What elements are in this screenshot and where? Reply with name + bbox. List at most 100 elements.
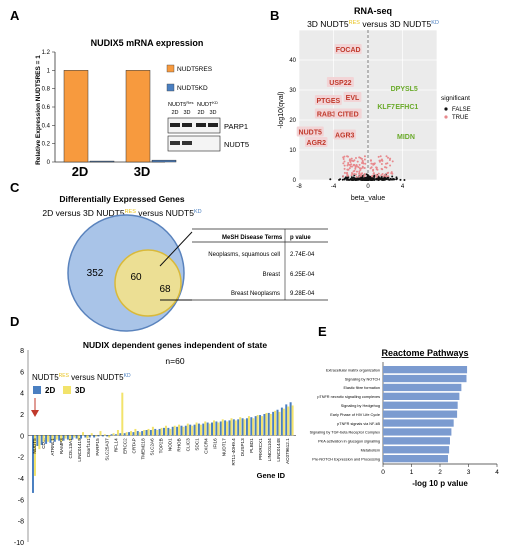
panel-d-gene-label: PARP15 bbox=[95, 438, 100, 456]
panel-d-bar bbox=[164, 425, 167, 436]
panel-b-point bbox=[366, 177, 369, 180]
panel-b-point bbox=[346, 173, 349, 176]
panel-b-gene-label-box bbox=[305, 137, 328, 147]
panel-d-gene-label: AC079612.1 bbox=[285, 438, 290, 464]
panel-d-ytick-label: -8 bbox=[18, 519, 24, 526]
panel-b-point bbox=[353, 163, 356, 166]
panel-d-bar bbox=[147, 428, 150, 436]
panel-d-bar bbox=[265, 412, 268, 436]
panel-d-gene-label: SLC2A6 bbox=[149, 438, 154, 456]
blot-band bbox=[182, 123, 192, 127]
panel-a-ylabel: Relative Expression NUDT5RES = 1 bbox=[35, 55, 42, 165]
panel-d-legend-swatch-2d bbox=[33, 386, 41, 394]
panel-d-bar bbox=[132, 432, 135, 436]
panel-d-bar bbox=[108, 435, 111, 438]
table-header-pvalue: p value bbox=[290, 235, 311, 241]
panel-b-point bbox=[359, 173, 362, 176]
panel-d-bar bbox=[178, 424, 181, 436]
panel-d-bar bbox=[289, 402, 292, 436]
panel-b-point bbox=[389, 164, 392, 167]
panel-b-point bbox=[354, 156, 357, 159]
venn-left-count: 352 bbox=[87, 268, 104, 279]
panel-b-point bbox=[390, 178, 393, 181]
panel-b-point bbox=[379, 155, 382, 158]
panel-e-category-label: Early Phase of HIV Life Cycle bbox=[330, 413, 380, 417]
panel-b-point bbox=[355, 173, 358, 176]
panel-d-ytick-label: 6 bbox=[20, 369, 24, 376]
panel-b-point bbox=[370, 162, 373, 165]
panel-b-point bbox=[382, 175, 385, 178]
panel-b-gene-label: MIDN bbox=[397, 134, 415, 141]
table-header-terms: MeSH Disease Terms bbox=[222, 235, 283, 241]
panel-d-bar bbox=[234, 420, 237, 436]
panel-d-bar bbox=[49, 435, 52, 443]
panel-d-bar bbox=[156, 430, 159, 436]
panel-d-bar bbox=[151, 426, 154, 436]
panel-b-gene-label: KLF7 bbox=[377, 104, 395, 111]
panel-d-bar bbox=[215, 421, 218, 436]
panel-d-bar bbox=[263, 414, 266, 436]
panel-b-point bbox=[363, 166, 366, 169]
panel-a-ytick-label: 0.8 bbox=[42, 87, 51, 93]
panel-d-bar bbox=[250, 417, 253, 436]
panel-d-gene-label: RT11-40H9.4 bbox=[231, 438, 236, 466]
panel-d-chart: NUDIX dependent genes independent of sta… bbox=[14, 340, 296, 547]
panel-b-point bbox=[347, 168, 350, 171]
panel-d-bar bbox=[64, 435, 67, 439]
panel-b-gene-label: EFHC1 bbox=[395, 104, 418, 111]
panel-b-point bbox=[360, 167, 363, 170]
panel-b-point bbox=[370, 166, 373, 169]
panel-d-gene-label: C6orf141 bbox=[86, 438, 91, 457]
panel-d-bar bbox=[149, 430, 152, 436]
panel-b-point bbox=[343, 160, 346, 163]
panel-b-point bbox=[363, 155, 366, 158]
panel-b-point bbox=[354, 167, 357, 170]
panel-b-ytick-label: 40 bbox=[289, 58, 296, 64]
panel-b-point bbox=[375, 177, 378, 180]
panel-b-point bbox=[347, 163, 350, 166]
panel-b-gene-label: CITED bbox=[338, 112, 359, 119]
panel-b-point bbox=[380, 174, 383, 177]
panel-b-point bbox=[390, 171, 393, 174]
panel-d-bar bbox=[106, 435, 109, 437]
panel-b-point bbox=[361, 178, 364, 181]
panel-d-gene-label: ATRNL1 bbox=[50, 438, 55, 456]
panel-d-bar bbox=[171, 426, 174, 436]
panel-d-bar bbox=[224, 420, 227, 436]
panel-e-title: Reactome Pathways bbox=[381, 348, 468, 358]
panel-b-point bbox=[373, 163, 376, 166]
panel-b-point bbox=[370, 178, 373, 181]
panel-b-point bbox=[381, 172, 384, 175]
panel-d-bar bbox=[119, 433, 122, 436]
panel-e-xlabel: -log 10 p value bbox=[412, 479, 468, 488]
blot-parp1-frame bbox=[167, 117, 221, 134]
panel-d-bar bbox=[60, 435, 63, 442]
panel-e-xtick-label: 1 bbox=[410, 469, 414, 476]
panel-b-point bbox=[342, 158, 345, 161]
panel-d-bar bbox=[45, 435, 48, 444]
panel-b-point bbox=[347, 162, 350, 165]
panel-b-point bbox=[360, 174, 363, 177]
panel-d-bar bbox=[221, 419, 224, 436]
panel-b-point bbox=[375, 168, 378, 171]
panel-b-point bbox=[387, 175, 390, 178]
panel-b-point bbox=[359, 178, 362, 181]
panel-b-gene-label: FOCAD bbox=[336, 47, 361, 54]
blot-col-2: 3D bbox=[183, 110, 190, 116]
panel-d-bar bbox=[141, 431, 144, 436]
panel-label-d: D bbox=[10, 314, 19, 329]
panel-d-bar bbox=[66, 435, 69, 440]
panel-b-point bbox=[363, 174, 366, 177]
panel-d-bar bbox=[38, 435, 41, 450]
panel-d-gene-label: ERCC2 bbox=[122, 438, 127, 454]
panel-a-bar bbox=[89, 160, 115, 163]
panel-d-legend-swatch-3d bbox=[63, 386, 71, 394]
panel-b-point bbox=[378, 178, 381, 181]
panel-b-gene-label-box bbox=[326, 77, 354, 87]
panel-b-point bbox=[395, 177, 398, 180]
panel-a-legend-kd: NUDT5KD bbox=[177, 85, 208, 92]
panel-a-legend-swatch-kd bbox=[166, 83, 175, 92]
panel-d-gene-label: LINC01104 bbox=[267, 438, 272, 461]
panel-d-bar bbox=[136, 431, 139, 436]
panel-d-bar bbox=[103, 434, 106, 436]
